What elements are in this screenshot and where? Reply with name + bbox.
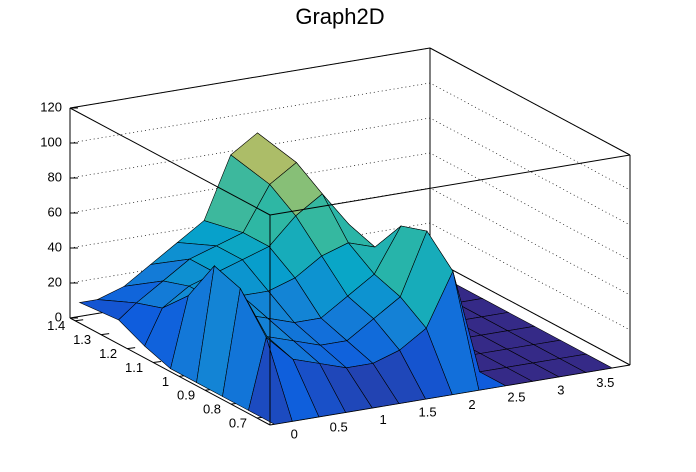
x-tick-label: 3.5 (596, 375, 614, 390)
z-tick-label: 60 (48, 204, 62, 219)
y-tick-label: 1.2 (99, 346, 117, 361)
x-tick-label: 2 (468, 397, 475, 412)
x-tick-label: 3 (557, 382, 564, 397)
y-tick-label: 1.4 (47, 318, 65, 333)
y-tick (127, 347, 136, 350)
y-tick-label: 1.1 (125, 360, 143, 375)
x-tick-label: 2.5 (507, 390, 525, 405)
y-tick (101, 333, 110, 336)
y-tick-label: 0.9 (177, 388, 195, 403)
grid-line (69, 82, 631, 191)
box-edge (429, 47, 631, 156)
x-tick-label: 1.5 (419, 405, 437, 420)
y-tick (153, 360, 162, 363)
y-tick-label: 1.3 (73, 332, 91, 347)
x-tick-label: 1 (379, 412, 386, 427)
z-tick-label: 100 (40, 134, 62, 149)
z-tick-label: 40 (48, 239, 62, 254)
grid-line (69, 117, 631, 226)
y-tick (75, 319, 84, 322)
y-tick-label: 0.8 (203, 402, 221, 417)
z-tick-label: 20 (48, 274, 62, 289)
chart-title: Graph2D (295, 4, 384, 29)
x-tick-label: 0 (291, 427, 298, 442)
y-axis (69, 317, 271, 426)
z-tick-label: 80 (48, 169, 62, 184)
x-tick-label: 0.5 (330, 419, 348, 434)
grid-line (69, 152, 631, 261)
grid-line (69, 47, 631, 156)
y-tick-label: 0.7 (229, 415, 247, 430)
box-edge (69, 47, 431, 109)
z-tick-label: 0 (55, 309, 62, 324)
y-tick-label: 1 (162, 374, 169, 389)
box-edge (69, 107, 271, 216)
grid-line (69, 222, 631, 331)
box-edge (429, 257, 631, 366)
box-edge (269, 154, 631, 216)
z-tick-label: 120 (40, 99, 62, 114)
